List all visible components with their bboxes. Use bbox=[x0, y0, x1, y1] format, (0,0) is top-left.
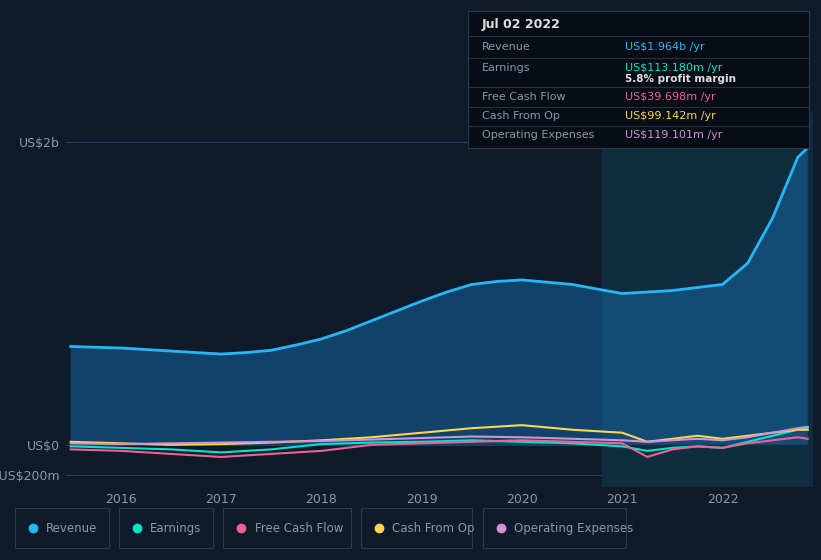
Text: Revenue: Revenue bbox=[46, 522, 98, 535]
Text: US$1.964b /yr: US$1.964b /yr bbox=[625, 42, 704, 52]
Text: US$113.180m /yr: US$113.180m /yr bbox=[625, 63, 722, 73]
Text: 5.8% profit margin: 5.8% profit margin bbox=[625, 74, 736, 84]
Text: Revenue: Revenue bbox=[482, 42, 530, 52]
Text: US$119.101m /yr: US$119.101m /yr bbox=[625, 130, 722, 141]
Bar bbox=[602, 112, 813, 487]
Text: Operating Expenses: Operating Expenses bbox=[482, 130, 594, 141]
Text: Earnings: Earnings bbox=[482, 63, 530, 73]
Text: Jul 02 2022: Jul 02 2022 bbox=[482, 18, 561, 31]
FancyBboxPatch shape bbox=[119, 508, 213, 548]
Text: Cash From Op: Cash From Op bbox=[392, 522, 475, 535]
FancyBboxPatch shape bbox=[223, 508, 351, 548]
Text: US$99.142m /yr: US$99.142m /yr bbox=[625, 111, 715, 121]
Text: Free Cash Flow: Free Cash Flow bbox=[482, 92, 565, 102]
Text: Free Cash Flow: Free Cash Flow bbox=[255, 522, 343, 535]
FancyBboxPatch shape bbox=[361, 508, 472, 548]
Text: Operating Expenses: Operating Expenses bbox=[514, 522, 633, 535]
Text: US$39.698m /yr: US$39.698m /yr bbox=[625, 92, 715, 102]
Text: Cash From Op: Cash From Op bbox=[482, 111, 559, 121]
FancyBboxPatch shape bbox=[15, 508, 109, 548]
FancyBboxPatch shape bbox=[483, 508, 626, 548]
Text: Earnings: Earnings bbox=[150, 522, 202, 535]
